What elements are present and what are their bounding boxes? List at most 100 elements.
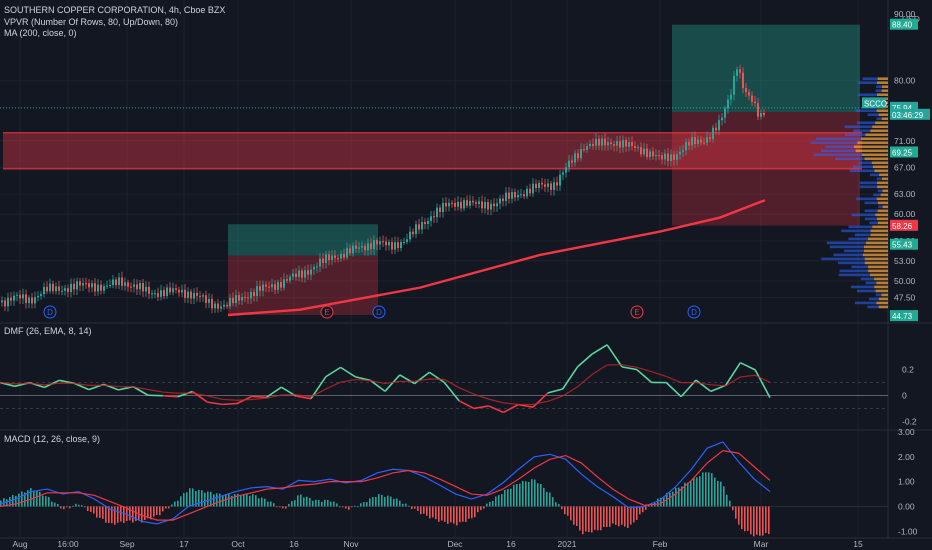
vpvr-down-bar — [863, 245, 888, 249]
candle-body — [505, 192, 507, 201]
vpvr-up-bar — [851, 213, 876, 217]
candle-body — [409, 231, 411, 240]
candle-body — [586, 146, 588, 151]
macd-histogram-bar — [729, 500, 731, 507]
macd-histogram-bar — [333, 501, 335, 507]
candle-body — [685, 142, 687, 151]
macd-histogram-bar — [363, 502, 365, 507]
candle-body — [259, 286, 261, 291]
candle-body — [250, 291, 252, 299]
candle-body — [658, 155, 660, 157]
macd-histogram-bar — [465, 506, 467, 522]
macd-histogram-bar — [165, 506, 167, 509]
macd-histogram-bar — [372, 497, 374, 507]
candle-body — [232, 297, 234, 304]
macd-histogram-bar — [540, 484, 542, 507]
macd-histogram-bar — [321, 501, 323, 507]
candle-body — [544, 184, 546, 187]
macd-histogram-bar — [579, 506, 581, 531]
macd-histogram-bar — [48, 497, 50, 507]
macd-histogram-bar — [642, 506, 644, 513]
candle-body — [661, 155, 663, 160]
candle-body — [490, 203, 492, 210]
candle-body — [334, 255, 336, 259]
candle-body — [475, 202, 477, 204]
vpvr-down-bar — [876, 197, 888, 201]
vpvr-down-bar — [875, 213, 888, 217]
dmf-line-segment — [458, 400, 475, 410]
macd-histogram-bar — [768, 506, 770, 535]
candle-body — [277, 282, 279, 290]
candle-body — [196, 292, 198, 296]
macd-histogram-bar — [459, 506, 461, 523]
macd-histogram-bar — [357, 506, 359, 508]
candle-body — [550, 183, 552, 190]
vpvr-down-bar — [875, 121, 888, 125]
candle-body — [325, 254, 327, 263]
candle-body — [676, 154, 678, 160]
vpvr-down-bar — [862, 253, 888, 257]
macd-histogram-bar — [516, 483, 518, 507]
candle-body — [202, 295, 204, 297]
dmf-line-segment — [665, 382, 682, 398]
macd-histogram-bar — [408, 505, 410, 507]
vpvr-down-bar — [877, 209, 888, 213]
candle-body — [157, 293, 159, 297]
candle-body — [748, 91, 750, 96]
vpvr-up-bar — [839, 269, 869, 273]
vpvr-down-bar — [874, 277, 888, 281]
dividend-marker — [372, 305, 386, 319]
candle-body — [679, 151, 681, 155]
macd-histogram-bar — [741, 506, 743, 530]
candle-body — [574, 153, 576, 163]
candle-body — [394, 242, 396, 250]
vpvr-up-bar — [869, 297, 879, 301]
macd-histogram-bar — [435, 506, 437, 520]
price-label: 44.73 — [892, 312, 913, 321]
macd-histogram-bar — [105, 506, 107, 523]
candle-body — [271, 284, 273, 288]
position-profit-box — [228, 224, 378, 256]
vpvr-up-bar — [853, 129, 871, 133]
candle-body — [625, 139, 627, 147]
vpvr-down-bar — [881, 293, 888, 297]
candle-body — [691, 137, 693, 146]
candle-body — [25, 294, 27, 304]
candle-body — [94, 283, 96, 292]
dmf-line-segment — [162, 394, 178, 398]
dmf-line-segment — [207, 401, 223, 406]
macd-histogram-bar — [378, 493, 380, 507]
macd-histogram-bar — [15, 495, 17, 507]
candle-body — [19, 294, 21, 299]
macd-histogram-bar — [510, 488, 512, 507]
candle-body — [469, 200, 471, 206]
event-marker-label: D — [376, 308, 382, 317]
macd-histogram-bar — [57, 503, 59, 507]
vpvr-down-bar — [857, 141, 888, 145]
vpvr-down-bar — [861, 153, 888, 157]
candle-body — [763, 112, 765, 115]
candle-body — [82, 283, 84, 286]
candle-body — [151, 293, 153, 295]
candle-body — [733, 75, 735, 95]
macd-histogram-bar — [288, 503, 290, 507]
macd-histogram-bar — [270, 501, 272, 507]
candle-body — [187, 291, 189, 298]
time-axis-tick: Oct — [231, 539, 245, 549]
macd-histogram-bar — [30, 488, 32, 507]
time-axis-tick: Feb — [653, 539, 668, 549]
macd-histogram-bar — [762, 506, 764, 536]
macd-histogram-bar — [132, 506, 134, 523]
vpvr-up-bar — [838, 273, 871, 277]
macd-histogram-bar — [690, 481, 692, 507]
candle-body — [88, 283, 90, 288]
candle-body — [328, 254, 330, 261]
macd-histogram-bar — [603, 506, 605, 527]
candle-body — [436, 207, 438, 218]
candle-body — [304, 270, 306, 278]
macd-histogram-bar — [195, 491, 197, 507]
macd-histogram-bar — [618, 506, 620, 527]
macd-histogram-bar — [597, 506, 599, 531]
macd-signal-line — [0, 449, 771, 521]
